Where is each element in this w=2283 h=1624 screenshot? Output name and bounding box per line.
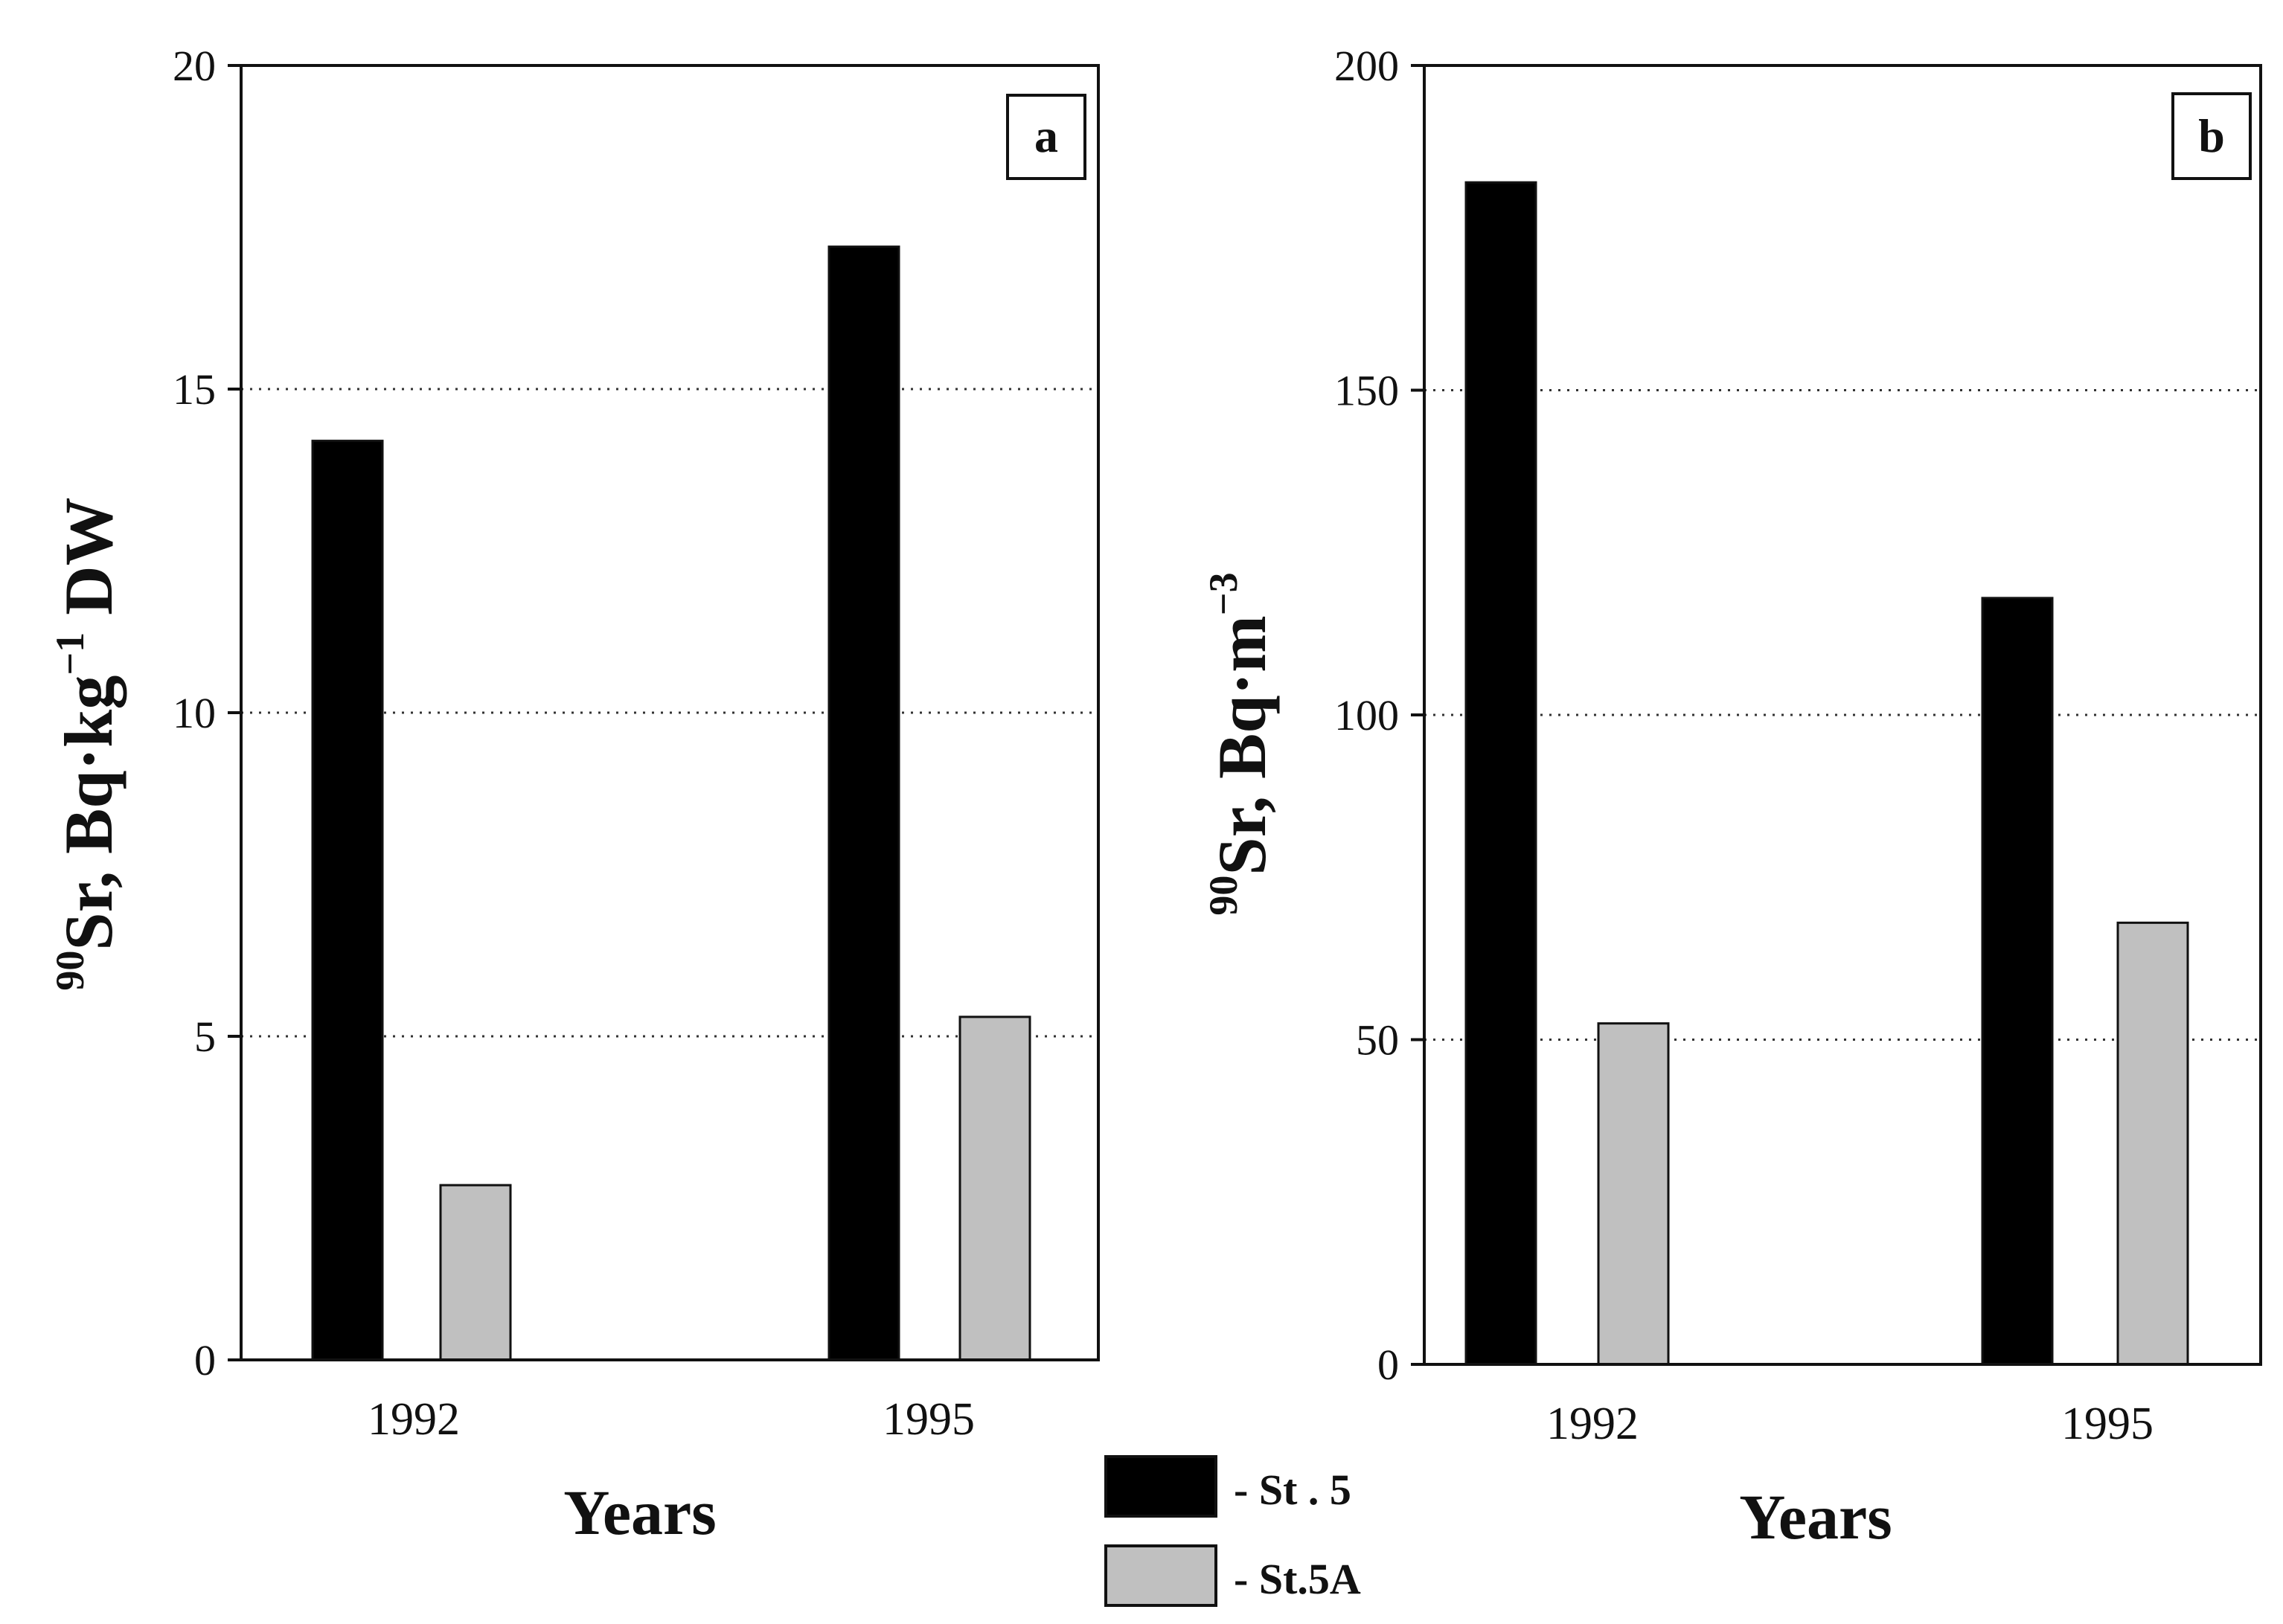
panel-b-ytick-label-200: 200 — [1334, 42, 1399, 90]
legend-item-st5: - St . 5 — [1104, 1455, 1351, 1518]
legend-swatch-st5 — [1104, 1455, 1217, 1518]
panel-b-ylabel-sup1: 90 — [1201, 876, 1246, 916]
panel-a-letter: a — [1034, 109, 1058, 162]
legend-label-st5: - St . 5 — [1234, 1466, 1351, 1514]
panel-b-ytick-label-50: 50 — [1356, 1016, 1399, 1065]
panel-b-bar-1995-st5 — [1981, 597, 2054, 1366]
panel-a-ylabel-main: Sr, Bq·kg — [51, 675, 127, 951]
panel-a-letter-box: a — [1006, 94, 1086, 180]
panel-b-ytick-label-0: 0 — [1377, 1341, 1399, 1389]
panel-b-ytick-label-150: 150 — [1334, 367, 1399, 415]
panel-b-ytick-label-100: 100 — [1334, 691, 1399, 739]
panel-a-bar-1992-st5a — [439, 1184, 512, 1361]
panel-a-ylabel-sup1: 90 — [48, 951, 92, 991]
panel-a-ytick-label-5: 5 — [194, 1012, 216, 1061]
panel-a-xlabel: Years — [563, 1477, 716, 1548]
legend-label-st5a: - St.5A — [1234, 1555, 1361, 1603]
panel-b-xtick-label-1995: 1995 — [2061, 1399, 2154, 1449]
panel-a-ylabel: 90Sr, Bq·kg−1 DW — [48, 497, 127, 990]
panel-b-bar-1992-st5a — [1597, 1022, 1670, 1366]
panel-a-xtick-label-1992: 1992 — [368, 1394, 460, 1445]
panel-a-ytick-label-0: 0 — [194, 1336, 216, 1384]
panel-b-letter: b — [2198, 109, 2225, 162]
panel-a-ytick-label-10: 10 — [173, 689, 216, 737]
panel-b: 0 50 100 150 200 1992 1995 b Years 90Sr, Bq·m−… — [1201, 42, 2262, 1553]
panel-b-frame — [1423, 64, 2262, 1366]
legend-swatch-st5a — [1104, 1544, 1217, 1607]
panel-b-letter-box: b — [2171, 92, 2252, 180]
panel-a-xtick-label-1995: 1995 — [883, 1394, 975, 1445]
panel-b-ylabel-sup2: −3 — [1201, 572, 1246, 615]
panel-a: 0 5 10 15 20 1992 1995 a Years 90Sr, Bq·kg−1 D… — [48, 42, 1100, 1548]
panel-a-bar-1992-st5 — [311, 440, 384, 1361]
panel-a-bar-1995-st5 — [827, 245, 900, 1361]
panel-b-ylabel-main: Sr, Bq·m — [1204, 615, 1280, 875]
panel-b-ylabel: 90Sr, Bq·m−3 — [1201, 572, 1280, 915]
legend-item-st5a: - St.5A — [1104, 1544, 1361, 1607]
panel-b-xlabel: Years — [1739, 1481, 1892, 1553]
panel-b-bar-1992-st5 — [1464, 181, 1537, 1366]
panel-b-xtick-label-1992: 1992 — [1546, 1399, 1639, 1449]
panel-a-ylabel-sup2: −1 — [48, 632, 92, 675]
panel-b-bar-1995-st5a — [2116, 921, 2189, 1366]
panel-a-ytick-label-15: 15 — [173, 365, 216, 414]
panel-a-ytick-label-20: 20 — [173, 42, 216, 90]
panel-a-ylabel-tail: DW — [51, 497, 127, 632]
panel-a-frame — [240, 64, 1100, 1361]
panel-a-bar-1995-st5a — [958, 1015, 1031, 1361]
legend: - St . 5 - St.5A — [1104, 1455, 1361, 1607]
